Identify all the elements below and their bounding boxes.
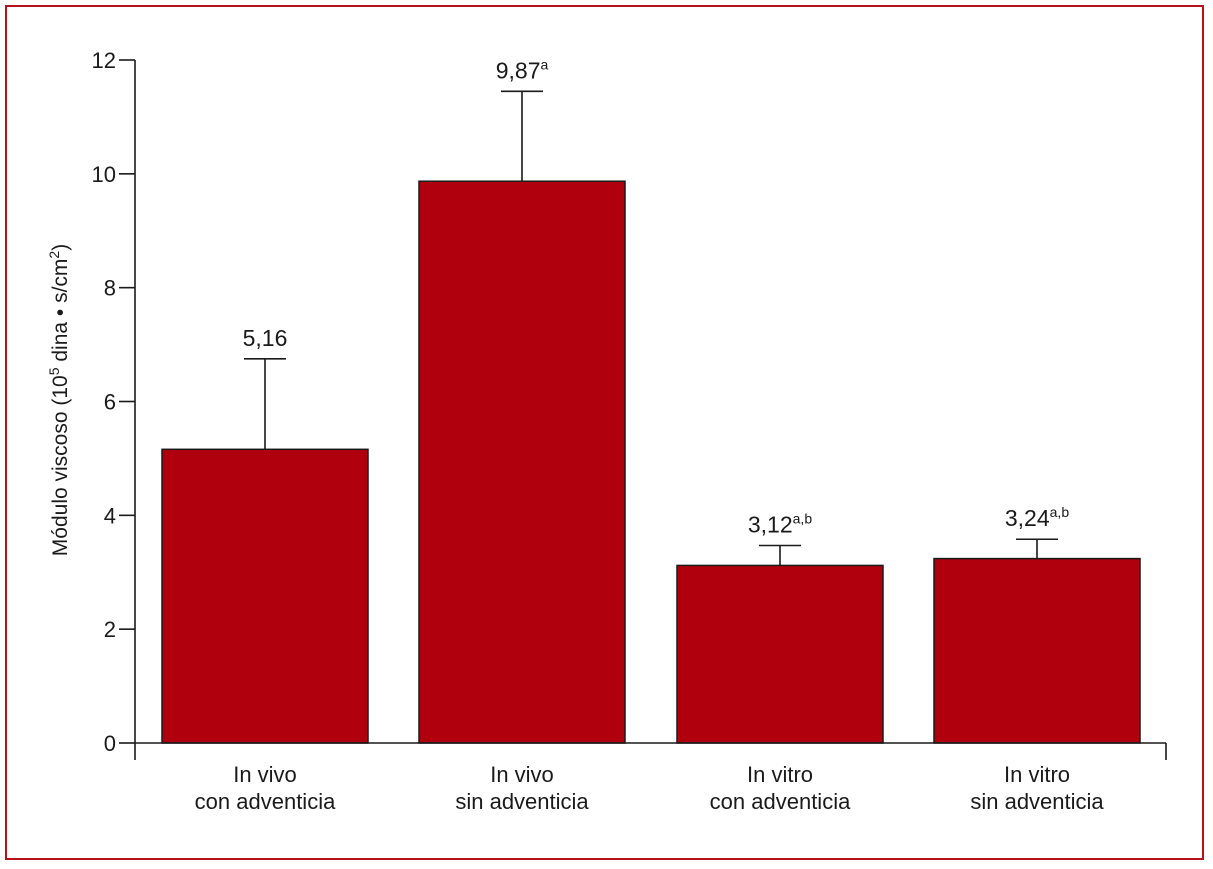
y-axis-title-part: ): [49, 244, 72, 251]
data-label-value: 9,87: [496, 57, 541, 83]
category-label-line: sin adventicia: [455, 789, 589, 814]
data-label: 3,12a,b: [748, 510, 812, 537]
y-axis-title-part: Módulo viscoso (10: [49, 375, 72, 556]
error-bars-group: [244, 90, 1058, 566]
y-axis-title: Módulo viscoso (105 dina • s/cm2): [46, 244, 72, 556]
category-label-line: In vitro: [747, 762, 813, 787]
bar: [933, 557, 1141, 744]
data-label-superscript: a: [540, 56, 548, 72]
bar: [676, 564, 884, 744]
y-tick-label: 6: [104, 390, 116, 415]
data-label-superscript: a,b: [793, 510, 813, 526]
bars-group: [161, 180, 1141, 744]
category-label-line: sin adventicia: [970, 789, 1104, 814]
data-label-value: 3,12: [748, 511, 793, 537]
y-tick-label: 10: [92, 162, 116, 187]
y-tick-label: 8: [104, 276, 116, 301]
y-tick-label: 0: [104, 731, 116, 756]
data-label: 3,24a,b: [1005, 504, 1069, 531]
y-axis-title-part: 5: [46, 367, 62, 375]
data-label: 9,87a: [496, 56, 549, 83]
y-ticks-group: 0 2 4 6 8 10 12: [92, 48, 135, 756]
y-tick-label: 12: [92, 48, 116, 73]
y-tick-label: 2: [104, 617, 116, 642]
y-axis-title-part: 2: [46, 251, 62, 259]
data-label-value: 3,24: [1005, 505, 1050, 531]
y-tick-label: 4: [104, 503, 116, 528]
category-label-line: con adventicia: [710, 789, 851, 814]
category-label-line: In vivo: [233, 762, 297, 787]
bar: [161, 448, 369, 744]
data-label: 5,16: [243, 325, 288, 351]
bar: [418, 180, 626, 744]
category-label-line: con adventicia: [195, 789, 336, 814]
data-label-value: 5,16: [243, 325, 288, 351]
data-label-superscript: a,b: [1050, 504, 1070, 520]
axes-group: [134, 60, 1167, 760]
y-axis-title-part: dina • s/cm: [49, 259, 72, 368]
category-label-line: In vitro: [1004, 762, 1070, 787]
category-label-line: In vivo: [490, 762, 554, 787]
